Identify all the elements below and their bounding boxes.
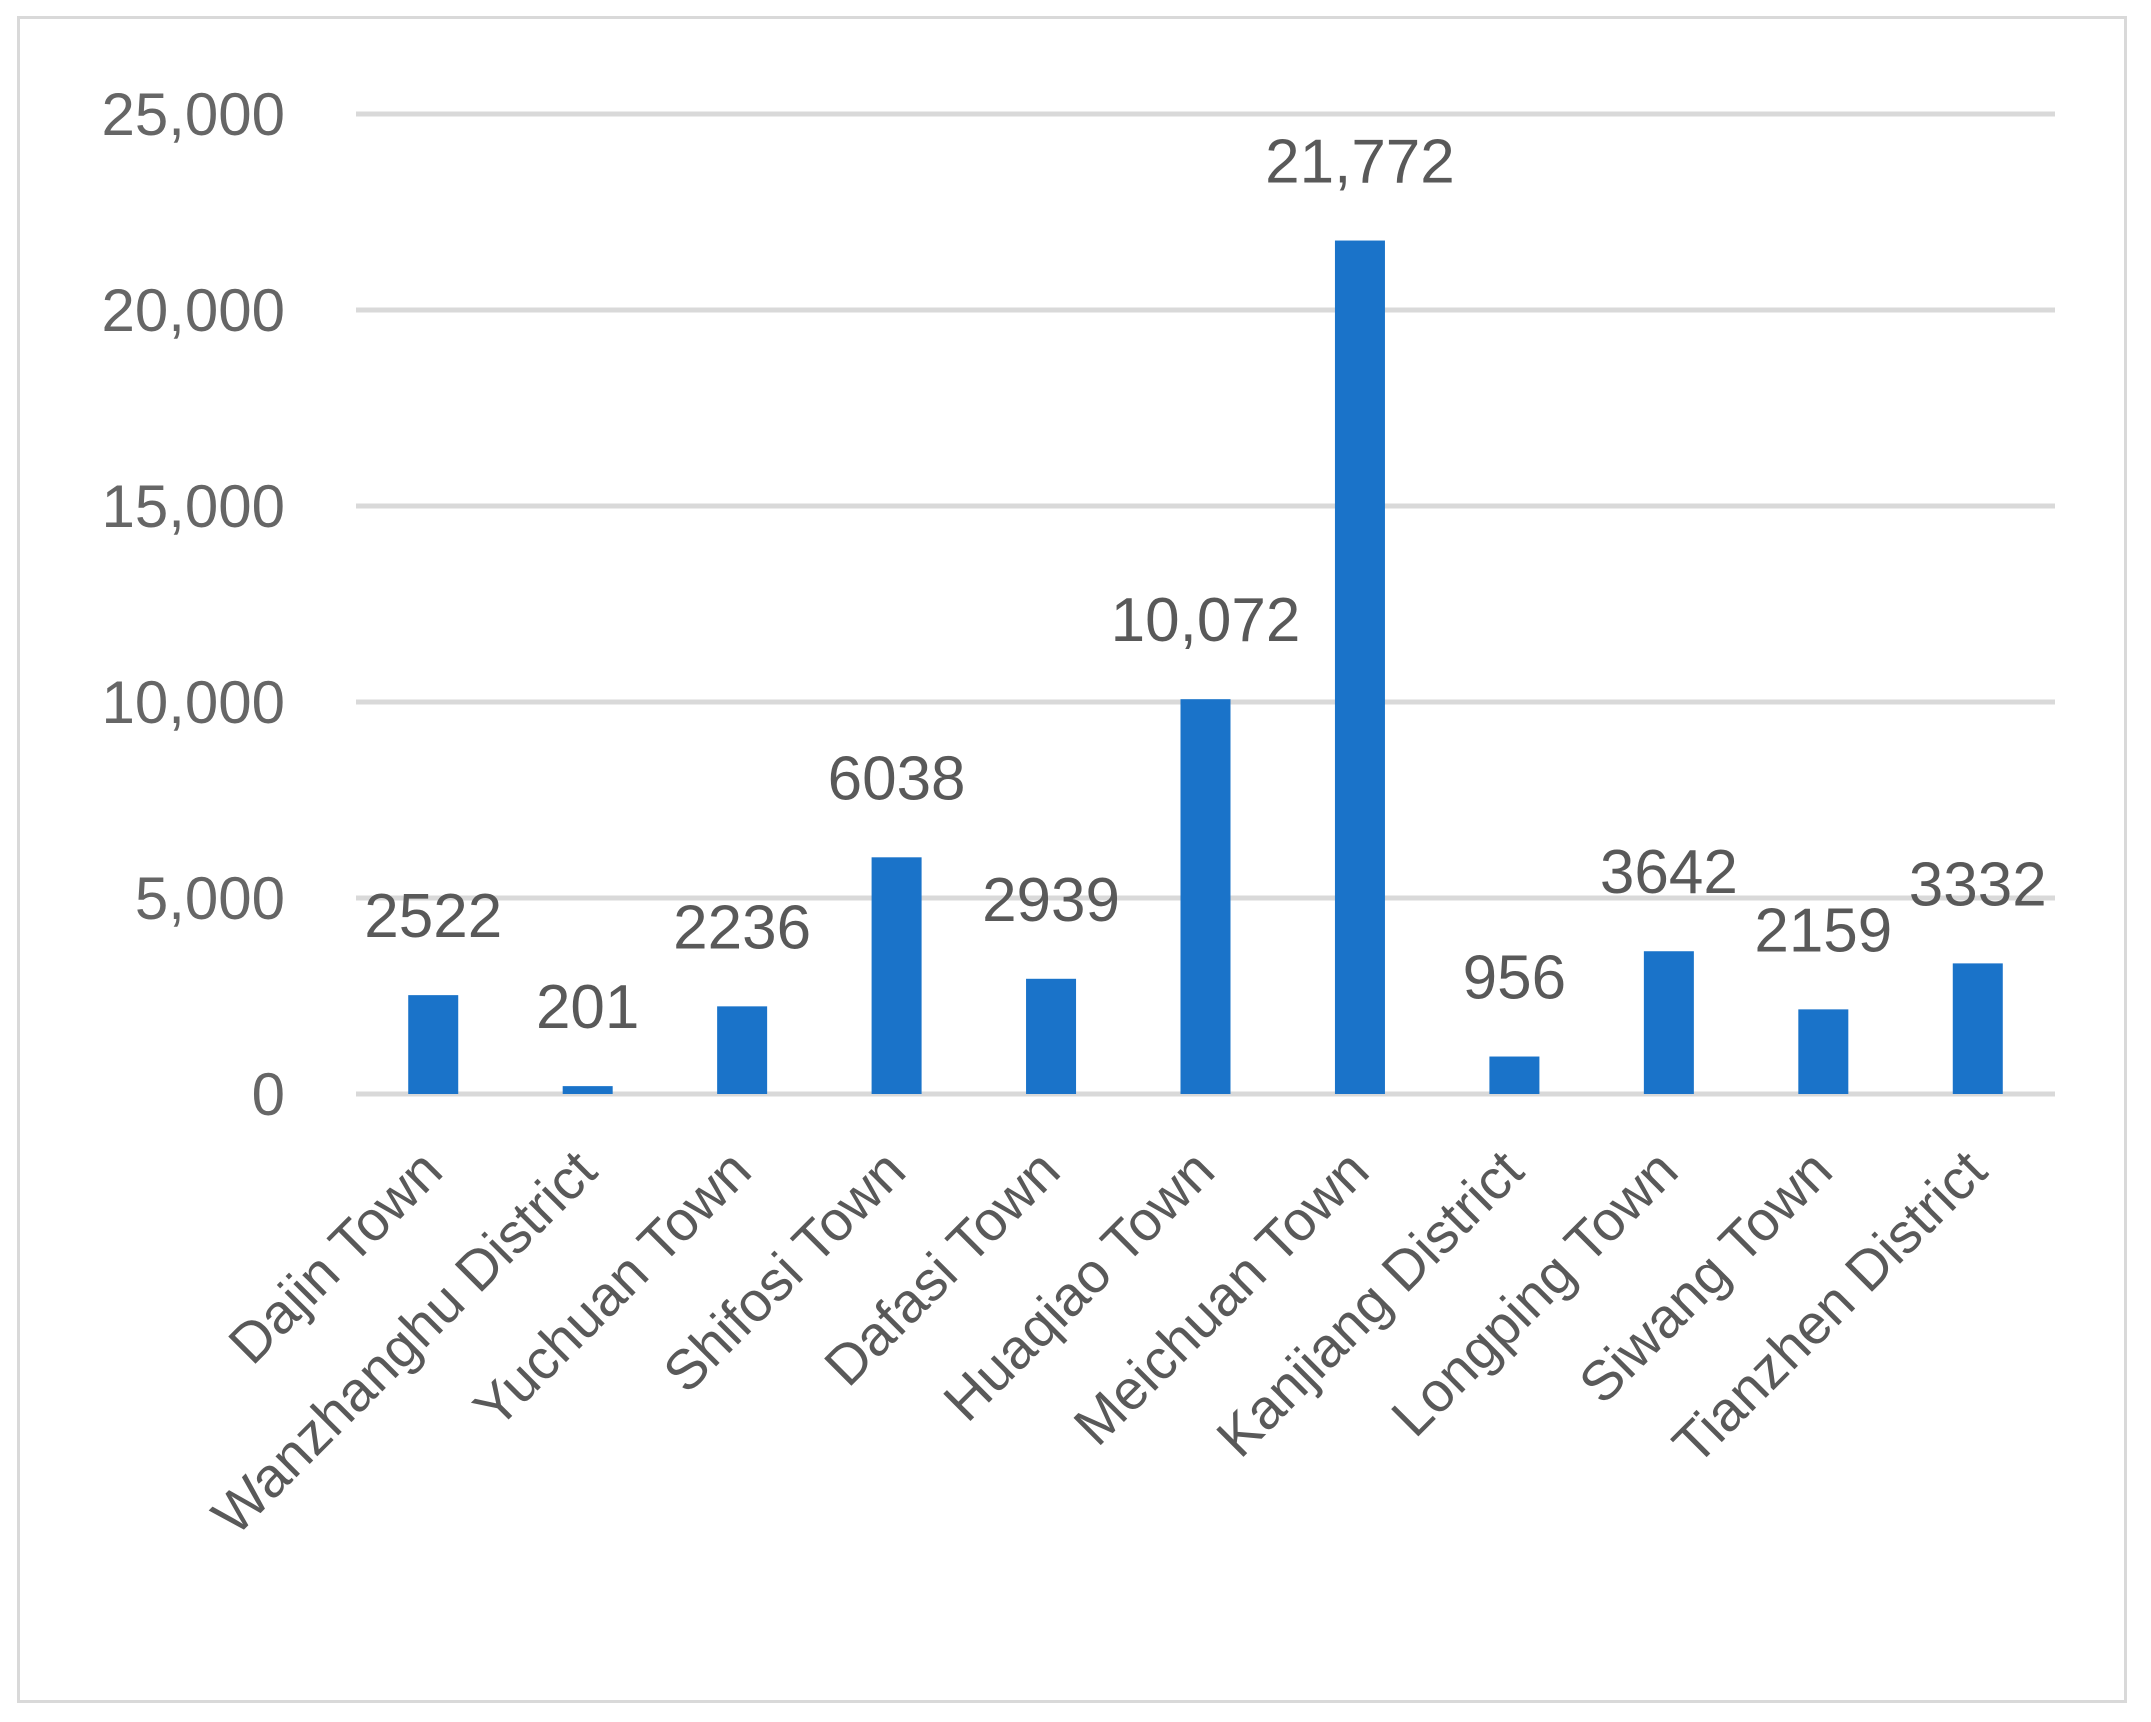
data-label: 2159 [1754,896,1892,965]
chart-frame: 0 5,000 10,000 15,000 20,000 25,000 2522 201 22… [17,16,2127,1703]
data-label: 6038 [828,744,966,813]
bar [1952,963,2003,1094]
y-tick-label: 0 [252,1061,285,1128]
bar [1489,1056,1540,1094]
y-tick-label: 10,000 [101,669,285,736]
bars [408,240,2003,1094]
bar [871,857,922,1094]
x-tick-label: Huaqiao Town [931,1138,1226,1433]
bar [1334,240,1385,1094]
y-tick-label: 15,000 [101,473,285,540]
bar [1798,1009,1849,1094]
data-label: 2522 [364,882,502,951]
data-label: 3332 [1909,850,2047,919]
bar [408,995,459,1094]
data-label: 10,072 [1111,586,1301,655]
data-label: 3642 [1600,838,1738,907]
x-tick-label: Yuchuan Town [461,1138,762,1439]
bar-chart: 0 5,000 10,000 15,000 20,000 25,000 2522 201 22… [101,81,2055,1547]
bar [562,1086,613,1094]
data-label: 201 [536,973,639,1042]
bar [1643,951,1694,1094]
y-tick-label: 5,000 [135,865,285,932]
y-axis-ticks: 0 5,000 10,000 15,000 20,000 25,000 [101,81,285,1128]
data-label: 2939 [982,866,1120,935]
data-label: 956 [1463,944,1566,1013]
bar [1026,978,1077,1094]
y-tick-label: 25,000 [101,81,285,148]
data-label: 2236 [673,893,811,962]
data-label: 21,772 [1265,128,1455,197]
y-tick-label: 20,000 [101,277,285,344]
bar [717,1006,768,1094]
bar [1180,699,1231,1094]
